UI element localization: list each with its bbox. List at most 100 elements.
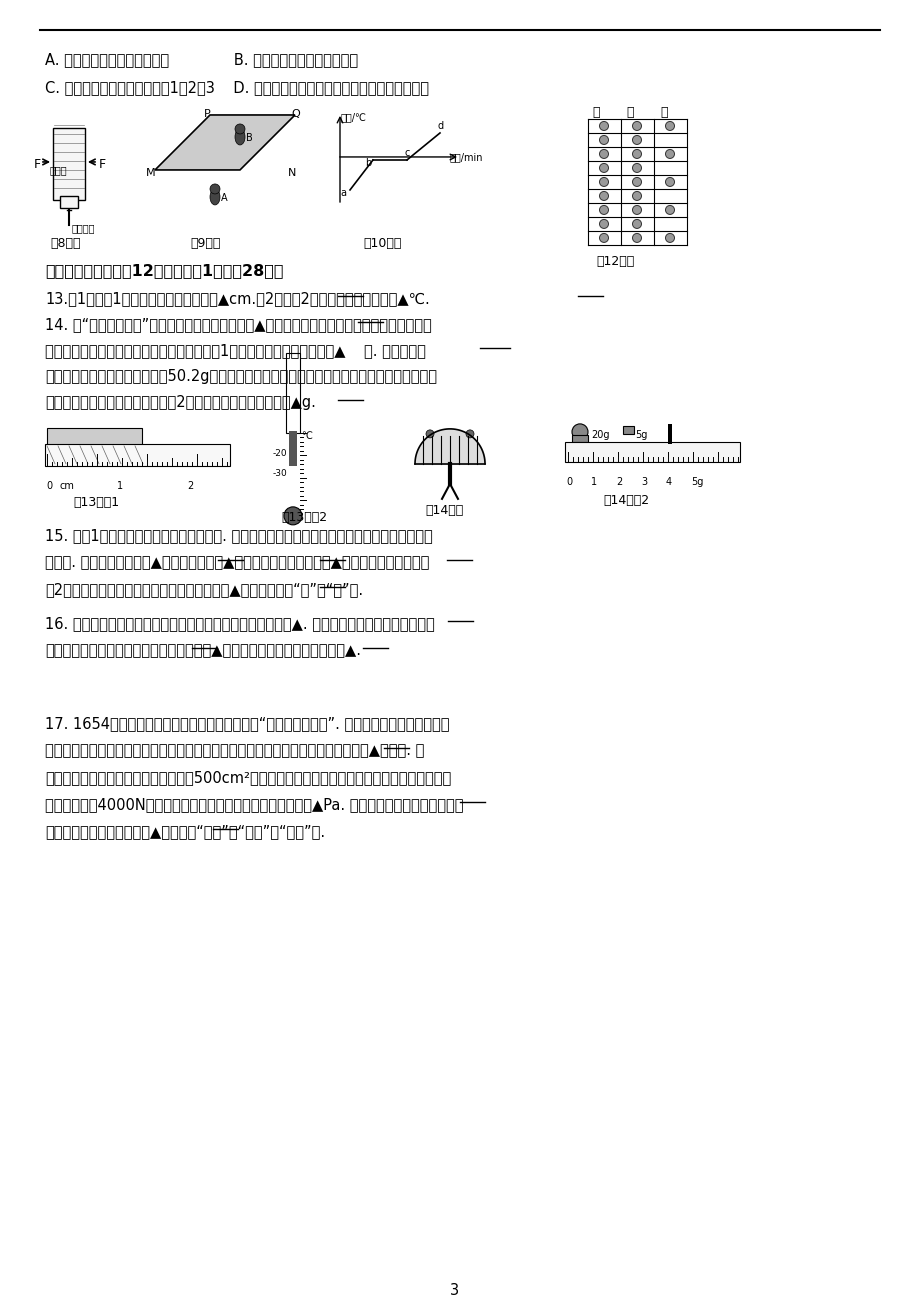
Text: 图2中的汽油机正处于这一冲程中，此时活塞向▲运动（选填：“上”、“下”）.: 图2中的汽油机正处于这一冲程中，此时活塞向▲运动（选填：“上”、“下”）. [45,582,363,596]
Text: 细玻璃管: 细玻璃管 [72,223,96,233]
Text: 第9题图: 第9题图 [190,237,221,250]
Text: -30: -30 [273,469,288,478]
Text: 壳灌满水后合在一起，再把水全部抽出，两个铜半球就会紧紧地压在一起，这证明了▲的存在. 小: 壳灌满水后合在一起，再把水全部抽出，两个铜半球就会紧紧地压在一起，这证明了▲的存… [45,742,424,758]
Circle shape [599,191,607,201]
Text: 1: 1 [590,477,596,487]
Circle shape [599,164,607,172]
Text: 明和小强在老师的帮助下，用底面积为500cm²的平底压力锅代替铜半球模拟上述实验，当锅两边受: 明和小强在老师的帮助下，用底面积为500cm²的平底压力锅代替铜半球模拟上述实验… [45,769,450,785]
Text: c: c [404,148,410,158]
Text: A: A [221,193,227,203]
Text: 16. 微风吸扇通电后扇叶转动，使微风吸扇转动的工作原理是▲. 拔下插头，在插头处接发光二极: 16. 微风吸扇通电后扇叶转动，使微风吸扇转动的工作原理是▲. 拔下插头，在插头… [45,616,435,631]
Circle shape [632,191,641,201]
Text: 2: 2 [187,480,193,491]
Text: 管，用手旋转叶片，发光二极管发光，这是▲现象，人们利用这一原理制成了▲.: 管，用手旋转叶片，发光二极管发光，这是▲现象，人们利用这一原理制成了▲. [45,643,360,658]
Text: 0: 0 [565,477,572,487]
Bar [564,441,739,462]
Polygon shape [154,115,295,171]
Text: 平平衡时，砂码及游码的位置如图2所示，则倒出的盐水质量为▲g.: 平平衡时，砂码及游码的位置如图2所示，则倒出的盐水质量为▲g. [45,395,315,410]
Text: b: b [365,158,371,168]
Bar [622,426,633,434]
Circle shape [664,150,674,159]
Bar [286,353,300,432]
Circle shape [572,424,587,440]
Text: 第10题图: 第10题图 [363,237,401,250]
Circle shape [664,121,674,130]
Text: cm: cm [60,480,74,491]
Circle shape [599,135,607,145]
Ellipse shape [210,189,220,204]
Text: 打出去. 此过程中，燃气的▲能转化为盒盖的▲能，这与四冲程汽油机的▲冲程的能量转化相同，: 打出去. 此过程中，燃气的▲能转化为盒盖的▲能，这与四冲程汽油机的▲冲程的能量转… [45,555,429,570]
Text: 乙: 乙 [625,105,633,118]
Circle shape [466,430,473,437]
Circle shape [632,135,641,145]
Text: 时间/min: 时间/min [449,152,483,161]
Bar [60,195,78,208]
Circle shape [599,177,607,186]
Circle shape [664,233,674,242]
Text: Q: Q [290,109,300,118]
Text: 天平测得烧杯和盐水的总质量为50.2g，将盐水倒出，再用调节好的天平测量此时烧杯的质量，天: 天平测得烧杯和盐水的总质量为50.2g，将盐水倒出，再用调节好的天平测量此时烧杯… [45,368,437,384]
Circle shape [599,121,607,130]
Text: 温度/℃: 温度/℃ [341,112,367,122]
Text: 第14题图2: 第14题图2 [602,493,649,506]
Text: 13.（1）如图1所示，所测物体的长度是▲cm.（2）如图2所示，温度计的示数为▲℃.: 13.（1）如图1所示，所测物体的长度是▲cm.（2）如图2所示，温度计的示数为… [45,290,429,306]
Ellipse shape [234,129,244,145]
Text: 甲: 甲 [591,105,599,118]
Text: 4: 4 [665,477,672,487]
Text: 拉开这两口锅所用的拉力将▲（选填：“增大”、“减小”、“不变”）.: 拉开这两口锅所用的拉力将▲（选填：“增大”、“减小”、“不变”）. [45,824,324,838]
Text: 二、填空题（本题全12小题，每瘀1分，入28分）: 二、填空题（本题全12小题，每瘀1分，入28分） [45,263,283,277]
Text: 20g: 20g [590,430,608,440]
Text: F: F [34,158,41,171]
Text: 17. 1654年，马德堡市长和他的助手做了著名的“马德堡半球实验”. 实验中，他们把两个铜半球: 17. 1654年，马德堡市长和他的助手做了著名的“马德堡半球实验”. 实验中，… [45,716,449,730]
Circle shape [599,150,607,159]
Bar [47,428,142,445]
Circle shape [632,164,641,172]
Text: 0: 0 [46,480,52,491]
Text: 第8题图: 第8题图 [50,237,81,250]
Circle shape [599,220,607,228]
Text: 到的拉力均为4000N时，锅恰好被拉开，此时锅内外的气压差为▲Pa. 如果在高原上进行这个实验，: 到的拉力均为4000N时，锅恰好被拉开，此时锅内外的气压差为▲Pa. 如果在高原… [45,797,463,811]
Text: 15. 如图1所示是演示点火爆炸的实验装置. 按动电火花发生器的按鈕，点燃盒内酒精，盒盖会被: 15. 如图1所示是演示点火爆炸的实验装置. 按动电火花发生器的按鈕，点燃盒内酒… [45,527,432,543]
Circle shape [284,506,301,525]
Circle shape [632,177,641,186]
Text: 5g: 5g [634,430,647,440]
Circle shape [234,124,244,134]
Text: A. 三个小球均做匀速直线运动              B. 三个球受到的空气阻力相等: A. 三个小球均做匀速直线运动 B. 三个球受到的空气阻力相等 [45,52,357,66]
Circle shape [664,206,674,215]
Circle shape [632,220,641,228]
Text: 第13题图1: 第13题图1 [73,496,119,509]
Text: 5g: 5g [690,477,703,487]
Circle shape [632,233,641,242]
Text: 第12题图: 第12题图 [596,255,633,268]
Circle shape [210,184,220,194]
Circle shape [664,177,674,186]
Text: 3: 3 [450,1282,460,1298]
Bar [289,431,297,466]
Text: 指针在分度盘中央两侧摆动，摆动的幅度如图1所示，此时应将平衡螺母向▲    调. 用调节好的: 指针在分度盘中央两侧摆动，摆动的幅度如图1所示，此时应将平衡螺母向▲ 调. 用调… [45,342,425,358]
Text: M: M [146,168,155,178]
Circle shape [599,206,607,215]
Text: 第14题图: 第14题图 [425,504,463,517]
Bar [53,128,85,201]
Text: 14. 在“测量液体质量”的实验中，小刚把天平放在▲工作台面上，当移动游码至零刻度时，看到: 14. 在“测量液体质量”的实验中，小刚把天平放在▲工作台面上，当移动游码至零刻… [45,316,431,332]
Text: d: d [437,121,444,132]
Text: N: N [288,168,296,178]
Text: 2: 2 [616,477,621,487]
Bar [667,424,671,444]
Text: 3: 3 [641,477,646,487]
Circle shape [632,206,641,215]
Text: B: B [245,133,253,143]
Text: 丙: 丙 [659,105,667,118]
Text: ℃: ℃ [301,431,312,441]
Circle shape [632,121,641,130]
Text: C. 三个小球下落的速度之比是1：2：3    D. 在阻力相同时，小球的下落速度与半径成反比: C. 三个小球下落的速度之比是1：2：3 D. 在阻力相同时，小球的下落速度与半… [45,79,428,95]
Circle shape [632,150,641,159]
Text: 第13题图2: 第13题图2 [280,510,327,523]
Text: 1: 1 [117,480,123,491]
Text: F: F [99,158,106,171]
Circle shape [599,233,607,242]
Text: P: P [204,109,210,118]
Text: a: a [340,187,346,198]
Text: 玻璃瓶: 玻璃瓶 [50,165,68,174]
Text: -20: -20 [273,449,288,458]
